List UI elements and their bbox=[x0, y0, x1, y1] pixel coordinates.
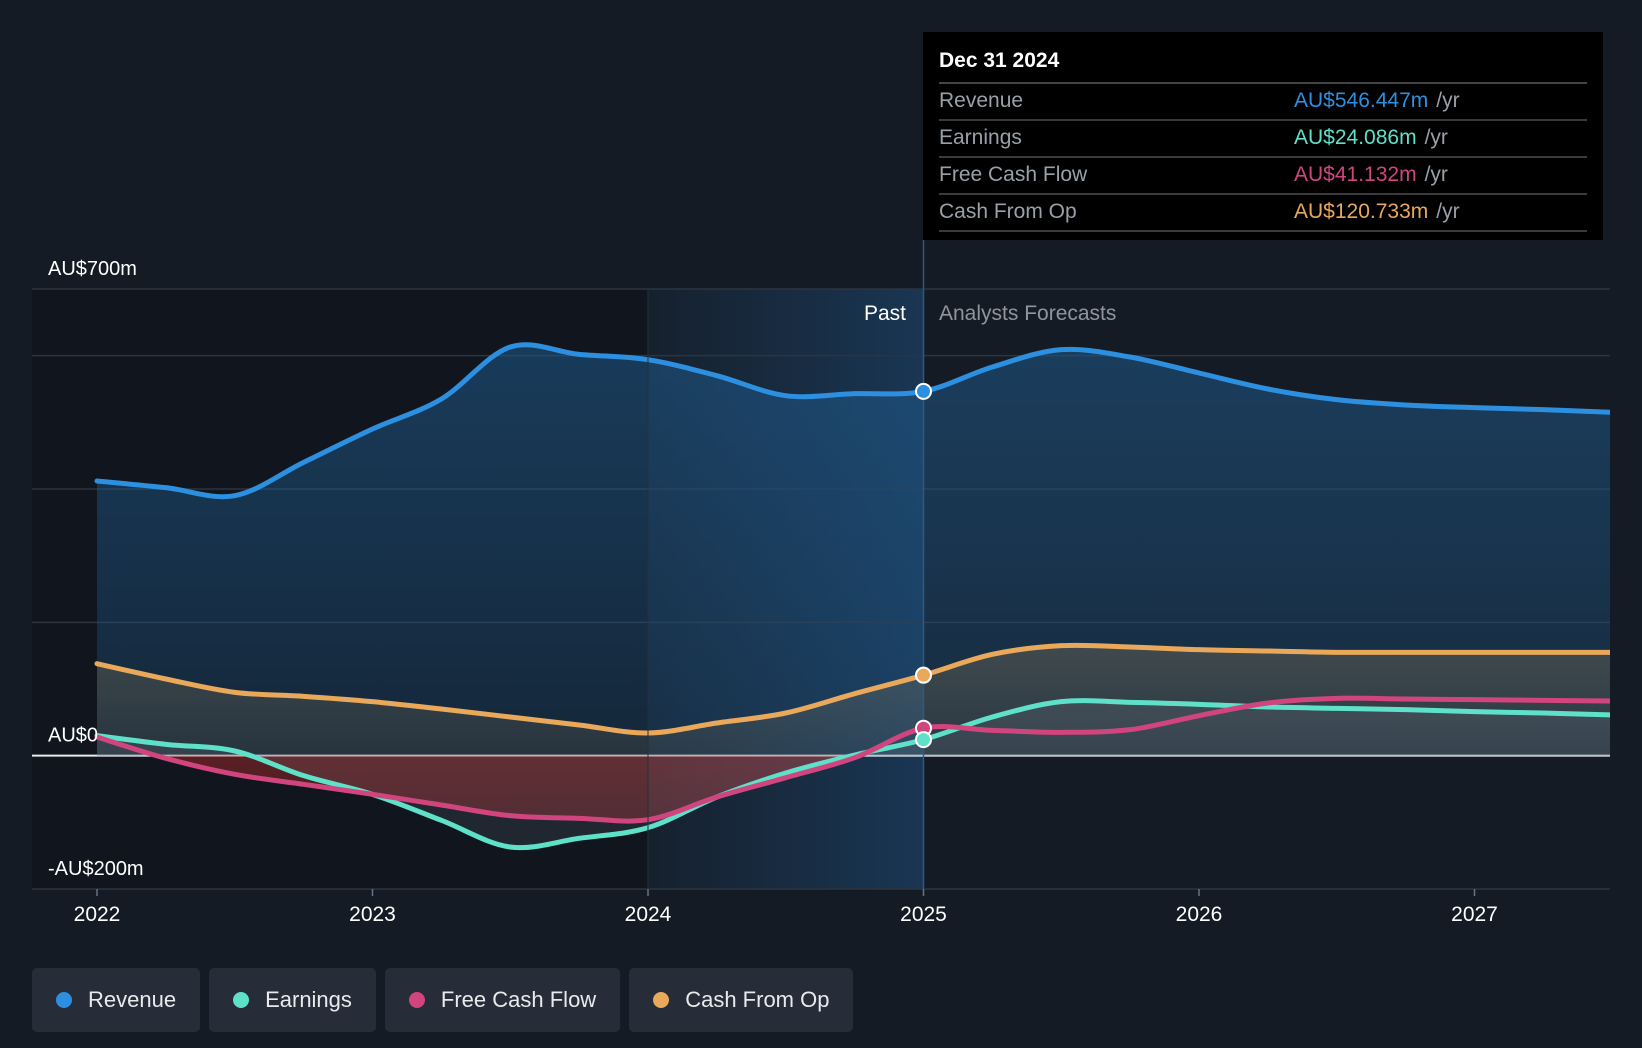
tooltip-unit: /yr bbox=[1436, 89, 1460, 112]
x-tick-label: 2027 bbox=[1451, 903, 1498, 926]
tooltip-unit: /yr bbox=[1436, 200, 1460, 223]
y-tick-label: AU$700m bbox=[48, 258, 137, 280]
cash-from-op-line bbox=[94, 642, 1610, 736]
tooltip-date: Dec 31 2024 bbox=[939, 46, 1587, 84]
legend-item-free-cash-flow[interactable]: Free Cash Flow bbox=[384, 968, 621, 1032]
tooltip-value: AU$24.086m bbox=[1294, 126, 1417, 149]
cash-from-op-area bbox=[97, 645, 1610, 756]
tooltip-row-earnings: Earnings AU$24.086m/yr bbox=[939, 121, 1587, 158]
y-tick-label: AU$0 bbox=[48, 725, 98, 747]
tooltip: Dec 31 2024 Revenue AU$546.447m/yr Earni… bbox=[923, 32, 1603, 240]
legend-dot-icon bbox=[408, 992, 425, 1008]
legend-item-revenue[interactable]: Revenue bbox=[32, 968, 201, 1032]
x-tick-label: 2025 bbox=[900, 903, 947, 926]
legend: Revenue Earnings Free Cash Flow Cash Fro… bbox=[32, 968, 854, 1032]
tooltip-row-free-cash-flow: Free Cash Flow AU$41.132m/yr bbox=[939, 158, 1587, 195]
tooltip-unit: /yr bbox=[1424, 126, 1448, 149]
tooltip-row-revenue: Revenue AU$546.447m/yr bbox=[939, 84, 1587, 121]
legend-label: Cash From Op bbox=[685, 987, 830, 1012]
revenue-line bbox=[94, 342, 1610, 500]
x-tick-label: 2024 bbox=[625, 903, 672, 926]
legend-label: Free Cash Flow bbox=[440, 987, 597, 1012]
free-cash-flow-line bbox=[94, 695, 1610, 824]
legend-item-earnings[interactable]: Earnings bbox=[209, 968, 376, 1032]
tooltip-unit: /yr bbox=[1424, 163, 1448, 186]
legend-dot-icon bbox=[653, 992, 670, 1008]
tooltip-label: Cash From Op bbox=[939, 200, 1077, 223]
earnings-line bbox=[94, 698, 1610, 851]
negative-area bbox=[97, 755, 1610, 822]
tooltip-row-cash-from-op: Cash From Op AU$120.733m/yr bbox=[939, 195, 1587, 232]
tooltip-label: Earnings bbox=[939, 126, 1022, 149]
tooltip-value: AU$546.447m bbox=[1294, 89, 1429, 112]
earnings-marker bbox=[915, 731, 932, 749]
x-tick-label: 2022 bbox=[74, 903, 121, 926]
cash-from-op-marker bbox=[915, 666, 932, 684]
tooltip-label: Free Cash Flow bbox=[939, 163, 1088, 186]
x-tick-label: 2023 bbox=[349, 903, 396, 926]
x-tick-label: 2026 bbox=[1176, 903, 1223, 926]
tooltip-label: Revenue bbox=[939, 89, 1024, 112]
tooltip-value: AU$120.733m bbox=[1294, 200, 1429, 223]
chart-canvas: AU$700m AU$0 -AU$200m 2022 2023 2024 2025 2026 2… bbox=[32, 240, 1610, 926]
y-tick-label: -AU$200m bbox=[48, 858, 144, 880]
past-label: Past bbox=[864, 302, 906, 325]
forecast-label: Analysts Forecasts bbox=[939, 302, 1116, 325]
tooltip-value: AU$41.132m bbox=[1294, 163, 1417, 186]
legend-dot-icon bbox=[56, 992, 72, 1008]
legend-item-cash-from-op[interactable]: Cash From Op bbox=[629, 968, 854, 1032]
legend-label: Revenue bbox=[88, 987, 177, 1012]
legend-label: Earnings bbox=[265, 987, 352, 1012]
legend-dot-icon bbox=[233, 992, 250, 1008]
revenue-marker bbox=[915, 382, 932, 400]
